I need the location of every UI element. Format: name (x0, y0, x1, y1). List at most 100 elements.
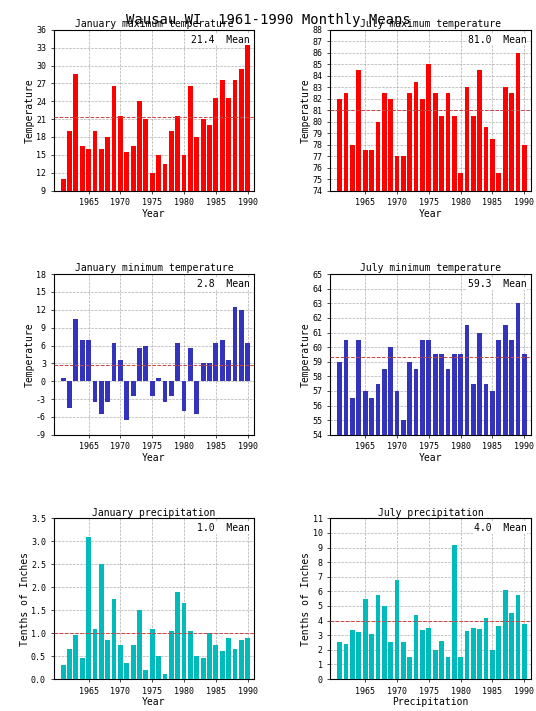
Bar (350, 630, 355, 679)
Bar (401, 420, 406, 711)
Bar (226, 638, 231, 679)
Bar (201, 363, 205, 381)
Text: 59.3  Mean: 59.3 Mean (468, 279, 527, 289)
X-axis label: Year: Year (419, 453, 442, 463)
Bar (344, 340, 348, 711)
Bar (86, 537, 91, 679)
Bar (213, 343, 218, 381)
Bar (496, 340, 501, 711)
Bar (350, 144, 355, 711)
Bar (80, 658, 85, 679)
Bar (394, 391, 399, 711)
Bar (150, 381, 154, 396)
Bar (86, 149, 91, 244)
Bar (124, 663, 129, 679)
Bar (414, 82, 419, 711)
Bar (124, 152, 129, 244)
Bar (207, 363, 212, 381)
Bar (73, 75, 78, 244)
Bar (356, 340, 361, 711)
Bar (337, 643, 342, 679)
Bar (344, 93, 348, 711)
Bar (99, 381, 103, 414)
Bar (137, 348, 142, 381)
Title: January maximum temperature: January maximum temperature (75, 19, 233, 29)
Bar (382, 93, 386, 711)
Bar (169, 631, 174, 679)
Bar (67, 131, 72, 244)
Bar (388, 99, 393, 711)
Bar (67, 381, 72, 408)
Bar (213, 645, 218, 679)
Bar (245, 638, 250, 679)
X-axis label: Year: Year (142, 453, 166, 463)
Bar (382, 369, 386, 711)
Text: 4.0  Mean: 4.0 Mean (474, 523, 527, 533)
Bar (509, 340, 514, 711)
Bar (162, 164, 167, 244)
Bar (80, 340, 85, 381)
Bar (376, 595, 381, 679)
Bar (111, 599, 116, 679)
Bar (201, 658, 205, 679)
Bar (490, 391, 495, 711)
Bar (522, 354, 527, 711)
Bar (337, 362, 342, 711)
Bar (105, 381, 110, 402)
Bar (483, 619, 488, 679)
Bar (105, 640, 110, 679)
Bar (162, 675, 167, 679)
Bar (150, 629, 154, 679)
Bar (471, 384, 476, 711)
Bar (509, 93, 514, 711)
X-axis label: Year: Year (419, 208, 442, 218)
Bar (401, 643, 406, 679)
Bar (433, 354, 437, 711)
Bar (156, 378, 161, 381)
Text: Wausau WI  1961-1990 Monthly Means: Wausau WI 1961-1990 Monthly Means (125, 13, 411, 27)
Bar (111, 87, 116, 244)
Bar (522, 144, 527, 711)
Bar (137, 101, 142, 244)
Bar (175, 592, 180, 679)
Bar (245, 343, 250, 381)
Bar (439, 354, 444, 711)
Bar (407, 657, 412, 679)
Bar (439, 116, 444, 711)
Bar (458, 657, 463, 679)
Bar (220, 80, 225, 244)
Bar (471, 628, 476, 679)
Bar (394, 156, 399, 711)
Bar (111, 343, 116, 381)
Bar (61, 178, 65, 244)
Bar (144, 119, 148, 244)
Bar (516, 53, 520, 711)
Bar (207, 633, 212, 679)
Bar (226, 98, 231, 244)
Bar (201, 119, 205, 244)
Bar (144, 670, 148, 679)
Text: 21.4  Mean: 21.4 Mean (191, 35, 250, 45)
Bar (156, 656, 161, 679)
Bar (452, 354, 457, 711)
Bar (363, 599, 368, 679)
Y-axis label: Temperature: Temperature (25, 78, 35, 142)
Bar (344, 644, 348, 679)
Bar (503, 590, 508, 679)
Text: 1.0  Mean: 1.0 Mean (197, 523, 250, 533)
Bar (433, 650, 437, 679)
Bar (220, 651, 225, 679)
Title: January minimum temperature: January minimum temperature (75, 263, 233, 273)
Bar (131, 146, 136, 244)
Bar (388, 347, 393, 711)
Y-axis label: Temperature: Temperature (301, 322, 311, 387)
Bar (503, 325, 508, 711)
Bar (522, 624, 527, 679)
Bar (233, 80, 237, 244)
Bar (188, 348, 193, 381)
Bar (150, 173, 154, 244)
Bar (118, 360, 123, 381)
Bar (226, 360, 231, 381)
Bar (162, 381, 167, 402)
Bar (407, 93, 412, 711)
